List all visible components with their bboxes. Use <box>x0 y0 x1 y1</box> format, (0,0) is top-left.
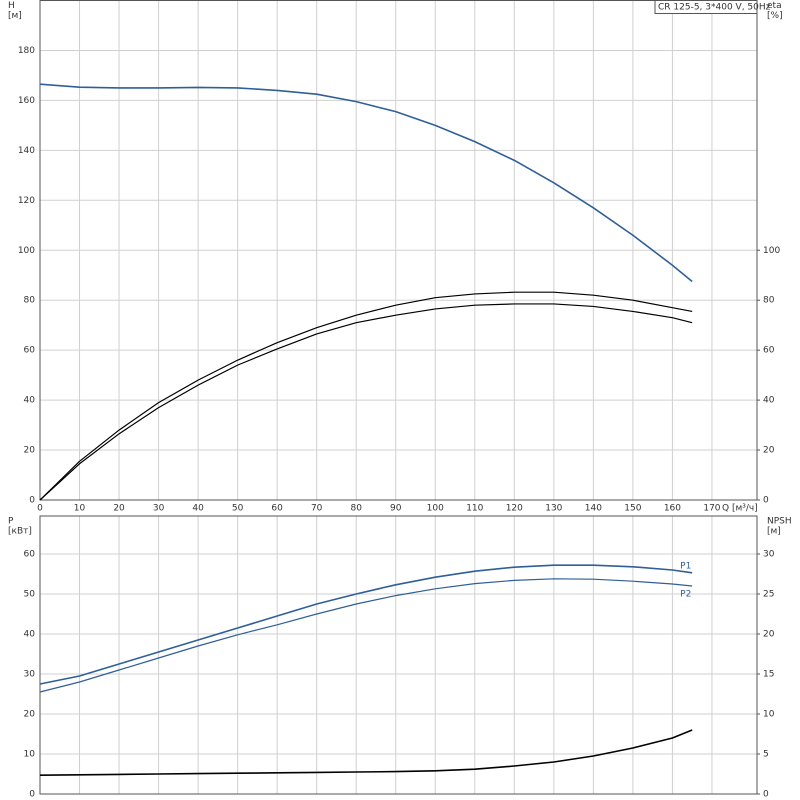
y2-tick-label: 60 <box>763 346 775 356</box>
series-label: P1 <box>680 561 691 571</box>
y-tick-label: 180 <box>18 46 35 56</box>
y-tick-label: 60 <box>24 346 36 356</box>
plot-area <box>40 516 757 794</box>
x-tick-label: 150 <box>624 504 641 514</box>
y-axis-label: H <box>8 1 15 11</box>
y-tick-label: 40 <box>24 396 36 406</box>
y-tick-label: 100 <box>18 246 35 256</box>
y2-tick-label: 0 <box>763 496 769 506</box>
series-label: P2 <box>680 590 691 600</box>
x-tick-label: 130 <box>545 504 562 514</box>
y-tick-label: 30 <box>24 670 36 680</box>
y2-tick-label: 25 <box>763 590 774 600</box>
x-tick-label: 40 <box>192 504 204 514</box>
x-tick-label: 80 <box>350 504 362 514</box>
y2-tick-label: 0 <box>763 790 769 800</box>
y-tick-label: 50 <box>24 590 36 600</box>
x-tick-label: 20 <box>113 504 125 514</box>
x-axis-label: Q [м³/ч] <box>722 504 758 514</box>
y2-axis-label: [%] <box>767 11 783 21</box>
chart-title: CR 125-5, 3*400 V, 50Hz <box>658 3 771 13</box>
x-tick-label: 10 <box>74 504 86 514</box>
y-tick-label: 60 <box>24 550 36 560</box>
x-tick-label: 30 <box>153 504 165 514</box>
series-line <box>39 83 693 283</box>
y-tick-label: 120 <box>18 196 35 206</box>
y-tick-label: 20 <box>24 710 36 720</box>
plot-border <box>39 0 758 501</box>
x-tick-label: 100 <box>427 504 444 514</box>
y2-tick-label: 20 <box>763 446 775 456</box>
x-tick-label: 0 <box>37 504 43 514</box>
series-line <box>39 291 693 501</box>
y2-axis-label: eta <box>767 1 782 11</box>
y2-tick-label: 40 <box>763 396 775 406</box>
y-tick-label: 140 <box>18 146 35 156</box>
y2-tick-label: 100 <box>763 246 780 256</box>
y-axis-label: [кВт] <box>8 527 32 537</box>
y2-tick-label: 30 <box>763 550 775 560</box>
plots: 0 10 20 30 40 50 60 70 80 90 100 110 120 130 140 150 160… <box>8 0 792 800</box>
y-tick-label: 40 <box>24 630 36 640</box>
y-tick-label: 0 <box>29 496 35 506</box>
plot-border <box>39 515 758 795</box>
x-tick-label: 60 <box>271 504 283 514</box>
y-tick-label: 80 <box>24 296 36 306</box>
y-tick-label: 20 <box>24 446 36 456</box>
y2-tick-label: 5 <box>763 750 769 760</box>
x-tick-label: 50 <box>232 504 244 514</box>
x-tick-label: 140 <box>585 504 602 514</box>
series-line <box>39 729 693 776</box>
title-box <box>654 0 758 14</box>
y2-tick-label: 80 <box>763 296 775 306</box>
x-tick-label: 110 <box>466 504 483 514</box>
series-line <box>39 564 693 685</box>
x-tick-label: 70 <box>311 504 323 514</box>
y2-tick-label: 15 <box>763 670 774 680</box>
y2-tick-label: 20 <box>763 630 775 640</box>
y-axis-label: [м] <box>8 11 22 21</box>
y-tick-label: 0 <box>29 790 35 800</box>
y2-axis-label: NPSH <box>767 517 792 527</box>
x-tick-label: 170 <box>703 504 720 514</box>
x-tick-label: 120 <box>506 504 523 514</box>
x-tick-label: 90 <box>390 504 402 514</box>
y-tick-label: 10 <box>24 750 36 760</box>
y-tick-label: 160 <box>18 96 35 106</box>
y-axis-label: P <box>8 517 14 527</box>
y2-tick-label: 10 <box>763 710 775 720</box>
y2-axis-label: [м] <box>767 527 781 537</box>
series-line <box>39 578 693 693</box>
x-tick-label: 160 <box>664 504 681 514</box>
series-line <box>39 303 693 501</box>
